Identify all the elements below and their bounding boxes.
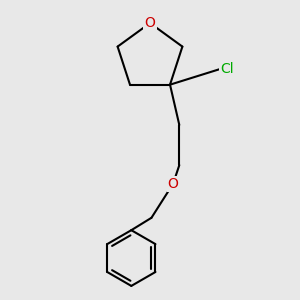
Text: Cl: Cl [220,62,234,76]
Text: O: O [145,16,155,30]
Text: O: O [168,177,178,191]
